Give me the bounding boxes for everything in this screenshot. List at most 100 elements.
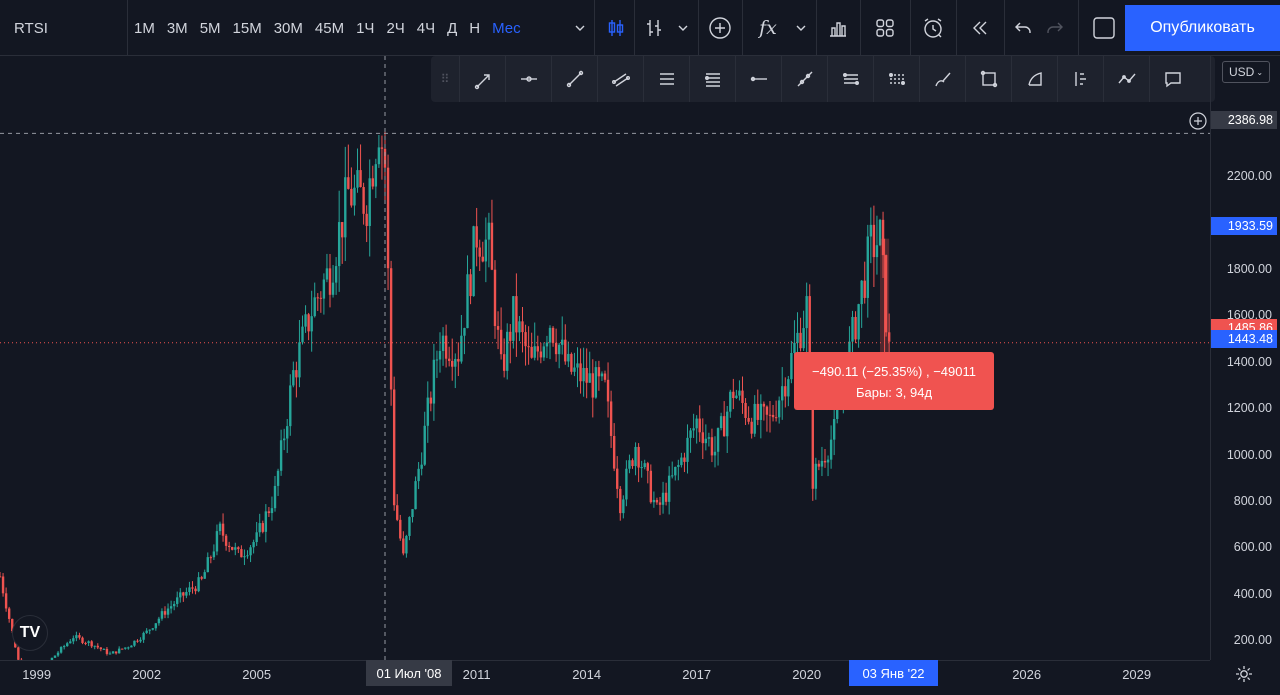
candle: [160, 608, 164, 621]
candle: [619, 486, 622, 521]
symbol-search-button[interactable]: RTSI: [0, 0, 128, 56]
interval-button[interactable]: Н: [469, 19, 481, 37]
parallel-channel-tool-button[interactable]: [597, 56, 643, 102]
candle: [429, 391, 433, 412]
candle: [570, 352, 573, 375]
undo-icon: [1015, 22, 1031, 33]
candle: [484, 217, 488, 283]
interval-button[interactable]: Д: [447, 19, 458, 37]
undo-button[interactable]: [1008, 0, 1038, 56]
rectangle-tool-button[interactable]: [965, 56, 1011, 102]
interval-button[interactable]: 1М: [134, 19, 155, 37]
replay-button[interactable]: [960, 0, 1000, 56]
candle: [325, 253, 329, 283]
price-label: 1000.00: [1226, 447, 1272, 462]
interval-button[interactable]: 30М: [273, 19, 303, 37]
price-chart[interactable]: [0, 56, 1210, 660]
interval-list: 1М 3М 5М 15М 30М 45М 1Ч 2Ч 4Ч Д Н Мес: [128, 0, 527, 56]
interval-button[interactable]: 4Ч: [416, 19, 436, 37]
candle: [499, 307, 503, 360]
brush-tool-button[interactable]: [919, 56, 965, 102]
path-tool-button[interactable]: [1103, 56, 1149, 102]
candle: [72, 635, 75, 645]
drag-handle-icon[interactable]: ⠿: [440, 72, 450, 86]
candle: [111, 651, 115, 654]
candle: [698, 405, 701, 442]
candle: [341, 221, 344, 264]
callout-icon: [1164, 72, 1181, 88]
divider: [910, 0, 911, 56]
time-label: 2029: [1122, 667, 1152, 682]
redo-button[interactable]: [1040, 0, 1070, 56]
compare-symbol-button[interactable]: [702, 0, 738, 56]
layout-button[interactable]: [866, 0, 904, 56]
indicators-dropdown-button[interactable]: [788, 0, 814, 56]
candle: [585, 348, 588, 399]
horizontal-ray-tool-button[interactable]: [505, 56, 551, 102]
trend-line-tool-button[interactable]: [551, 56, 597, 102]
extended-line-tool-button[interactable]: [781, 56, 827, 102]
interval-button[interactable]: 3М: [166, 19, 188, 37]
candle: [130, 645, 133, 648]
candle: [814, 457, 818, 500]
candle: [273, 475, 277, 512]
interval-button[interactable]: 1Ч: [356, 19, 375, 37]
candle: [374, 158, 378, 199]
price-label: 2200.00: [1226, 168, 1272, 183]
layout-grid-icon: [876, 19, 894, 37]
bar-style-button[interactable]: [638, 0, 670, 56]
interval-button[interactable]: 2Ч: [386, 19, 405, 37]
candle: [710, 428, 714, 463]
candle: [719, 412, 723, 431]
chevron-down-icon: [575, 25, 585, 31]
candle: [747, 406, 750, 425]
divider: [1078, 0, 1079, 56]
time-scale[interactable]: 19992002200520112014201720202320262029: [0, 660, 1210, 695]
indicators-button[interactable]: fx: [748, 0, 788, 56]
arc-tool-button[interactable]: [1011, 56, 1057, 102]
interval-button[interactable]: Мес: [492, 19, 521, 37]
fullscreen-square-icon: [1093, 17, 1115, 39]
candle: [588, 351, 591, 383]
gann-box-tool-button[interactable]: [873, 56, 919, 102]
candle: [301, 315, 304, 345]
fullscreen-button[interactable]: [1084, 0, 1124, 56]
pitchfork-tool-button[interactable]: [827, 56, 873, 102]
candle: [4, 587, 8, 612]
candle: [69, 638, 72, 644]
candle: [490, 199, 494, 271]
interval-button[interactable]: 45М: [314, 19, 345, 37]
candle: [878, 218, 882, 247]
candle: [591, 359, 594, 418]
chart-type-candles-button[interactable]: [598, 0, 634, 56]
candle: [66, 641, 69, 647]
candle: [658, 497, 662, 516]
candle: [512, 296, 515, 349]
horizontal-lines-tool-button[interactable]: [643, 56, 689, 102]
interval-button[interactable]: 5М: [199, 19, 221, 37]
horizontal-line-tool-button[interactable]: [735, 56, 781, 102]
candle: [234, 542, 237, 556]
tradingview-logo[interactable]: TV: [12, 615, 48, 651]
candle: [148, 629, 151, 635]
candle: [267, 506, 271, 517]
candle: [695, 415, 698, 444]
long-position-tool-button[interactable]: [1057, 56, 1103, 102]
candle: [887, 313, 891, 359]
candle: [451, 338, 454, 381]
chart-properties-button[interactable]: [820, 0, 856, 56]
interval-button[interactable]: 15М: [232, 19, 262, 37]
fib-retracement-tool-button[interactable]: [689, 56, 735, 102]
price-scale[interactable]: 2200.002000.001800.001600.001400.001200.…: [1210, 56, 1280, 660]
gann-box-icon: [888, 72, 905, 85]
add-alert-plus-icon[interactable]: [1188, 111, 1208, 131]
callout-tool-button[interactable]: [1149, 56, 1195, 102]
currency-selector[interactable]: USD ⌄: [1222, 61, 1270, 83]
publish-button[interactable]: Опубликовать: [1125, 5, 1280, 51]
candle: [457, 342, 460, 377]
arrow-tool-button[interactable]: [459, 56, 505, 102]
bar-style-dropdown-button[interactable]: [670, 0, 696, 56]
gear-icon[interactable]: [1234, 664, 1254, 684]
alert-button[interactable]: [914, 0, 952, 56]
intervals-dropdown-button[interactable]: [566, 0, 594, 56]
